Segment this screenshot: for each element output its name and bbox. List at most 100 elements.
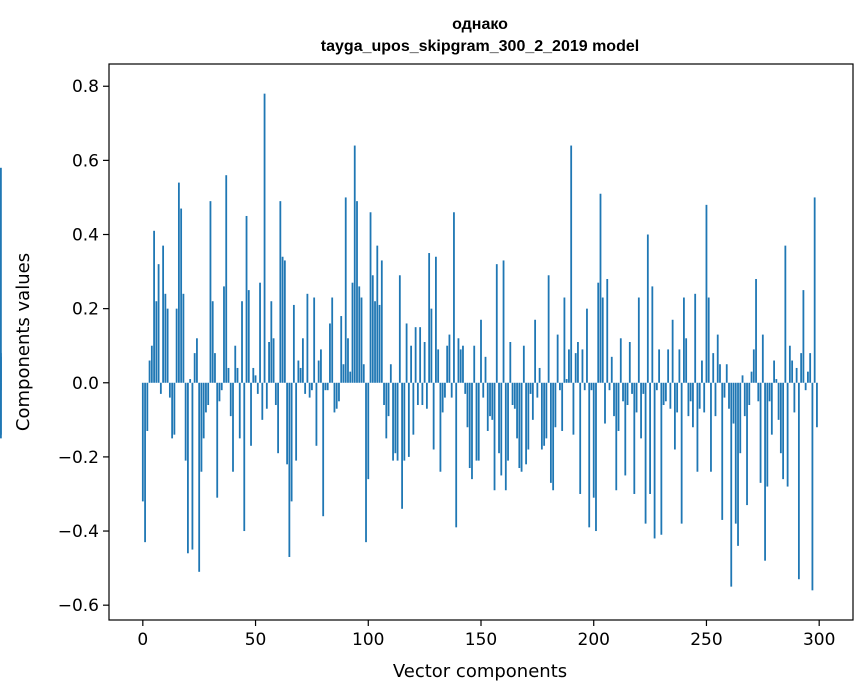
bar-23	[193, 353, 196, 383]
bar-143	[464, 382, 467, 394]
y-tick-label: 0.4	[72, 226, 99, 246]
bar-86	[335, 382, 338, 409]
bar-233	[667, 349, 670, 383]
bar-77	[315, 382, 318, 446]
bar-182	[552, 382, 555, 491]
bar-205	[604, 382, 606, 424]
bar-61	[279, 201, 282, 383]
bar-125	[423, 342, 426, 383]
bar-25	[198, 382, 201, 572]
bar-138	[453, 212, 455, 383]
x-tick-label: 0	[137, 630, 148, 650]
bar-165	[513, 382, 516, 409]
bar-142	[462, 345, 464, 383]
bar-298	[813, 197, 816, 383]
bar-261	[730, 382, 733, 587]
bar-22	[191, 382, 194, 550]
bar-8	[159, 382, 162, 394]
bar-106	[380, 260, 383, 383]
bar-1	[144, 382, 146, 543]
bar-238	[678, 349, 681, 383]
bar-54	[263, 93, 266, 383]
bar-15	[175, 308, 178, 383]
bar-73	[306, 293, 309, 383]
bar-140	[457, 338, 460, 383]
bar-193	[577, 342, 579, 383]
plot-frame	[108, 63, 854, 621]
bar-104	[376, 245, 379, 383]
bar-255	[716, 334, 719, 383]
bar-283	[779, 382, 782, 454]
bar-232	[664, 382, 667, 402]
bar-122	[416, 382, 419, 406]
x-tick-label: 50	[245, 630, 267, 650]
bar-236	[673, 382, 676, 450]
bar-66	[290, 382, 293, 502]
bar-289	[793, 382, 796, 413]
x-tick-label: 300	[803, 630, 835, 650]
bar-207	[608, 382, 611, 391]
bar-278	[768, 382, 771, 402]
bar-221	[640, 382, 642, 439]
bar-183	[554, 382, 557, 428]
bar-111	[392, 382, 394, 461]
bar-144	[466, 382, 469, 428]
bar-164	[511, 382, 514, 406]
bar-98	[362, 364, 365, 383]
bar-281	[775, 379, 778, 383]
bar-266	[741, 375, 744, 383]
bar-39	[229, 382, 232, 417]
bar-270	[750, 371, 753, 383]
bar-119	[410, 345, 413, 383]
bar-136	[448, 334, 451, 383]
bar-134	[444, 382, 446, 398]
bar-246	[696, 382, 699, 472]
bar-212	[619, 338, 622, 383]
bar-90	[344, 197, 347, 383]
bar-112	[394, 382, 397, 454]
bar-20	[187, 382, 189, 554]
bar-3	[148, 360, 151, 383]
bar-33	[216, 382, 219, 498]
bar-253	[712, 353, 715, 383]
bar-211	[617, 382, 620, 431]
bar-234	[669, 382, 672, 409]
bar-17	[180, 208, 183, 383]
bar-103	[374, 301, 376, 383]
bar-176	[538, 367, 541, 383]
bar-294	[804, 382, 807, 391]
bar-46	[245, 215, 248, 383]
bar-108	[385, 382, 388, 439]
bar-295	[807, 371, 809, 383]
bar-undefined	[0, 167, 2, 383]
bar-203	[599, 193, 602, 383]
bar-184	[556, 334, 559, 383]
bar-118	[407, 382, 410, 457]
bar-260	[728, 382, 730, 409]
bar-101	[369, 212, 372, 383]
bar-47	[247, 290, 250, 383]
bar-60	[277, 382, 279, 454]
bar-242	[687, 382, 690, 417]
bar-209	[613, 382, 615, 417]
bar-170	[525, 382, 527, 465]
bar-226	[651, 286, 654, 383]
bars-group	[0, 93, 818, 591]
bar-117	[405, 323, 408, 383]
bar-49	[252, 367, 255, 383]
bar-84	[331, 297, 334, 383]
bar-147	[473, 345, 476, 383]
bar-151	[482, 382, 485, 398]
bar-188	[565, 379, 568, 383]
bar-279	[770, 382, 773, 435]
bar-152	[484, 356, 487, 383]
bar-16	[177, 182, 180, 383]
bar-137	[450, 382, 453, 398]
bar-199	[590, 382, 593, 391]
bar-88	[340, 316, 343, 383]
bar-87	[338, 382, 340, 402]
bar-220	[637, 297, 640, 383]
bar-200	[592, 382, 595, 498]
bar-168	[520, 382, 523, 472]
chart-title-model: tayga_upos_skipgram_300_2_2019 model	[321, 38, 639, 55]
